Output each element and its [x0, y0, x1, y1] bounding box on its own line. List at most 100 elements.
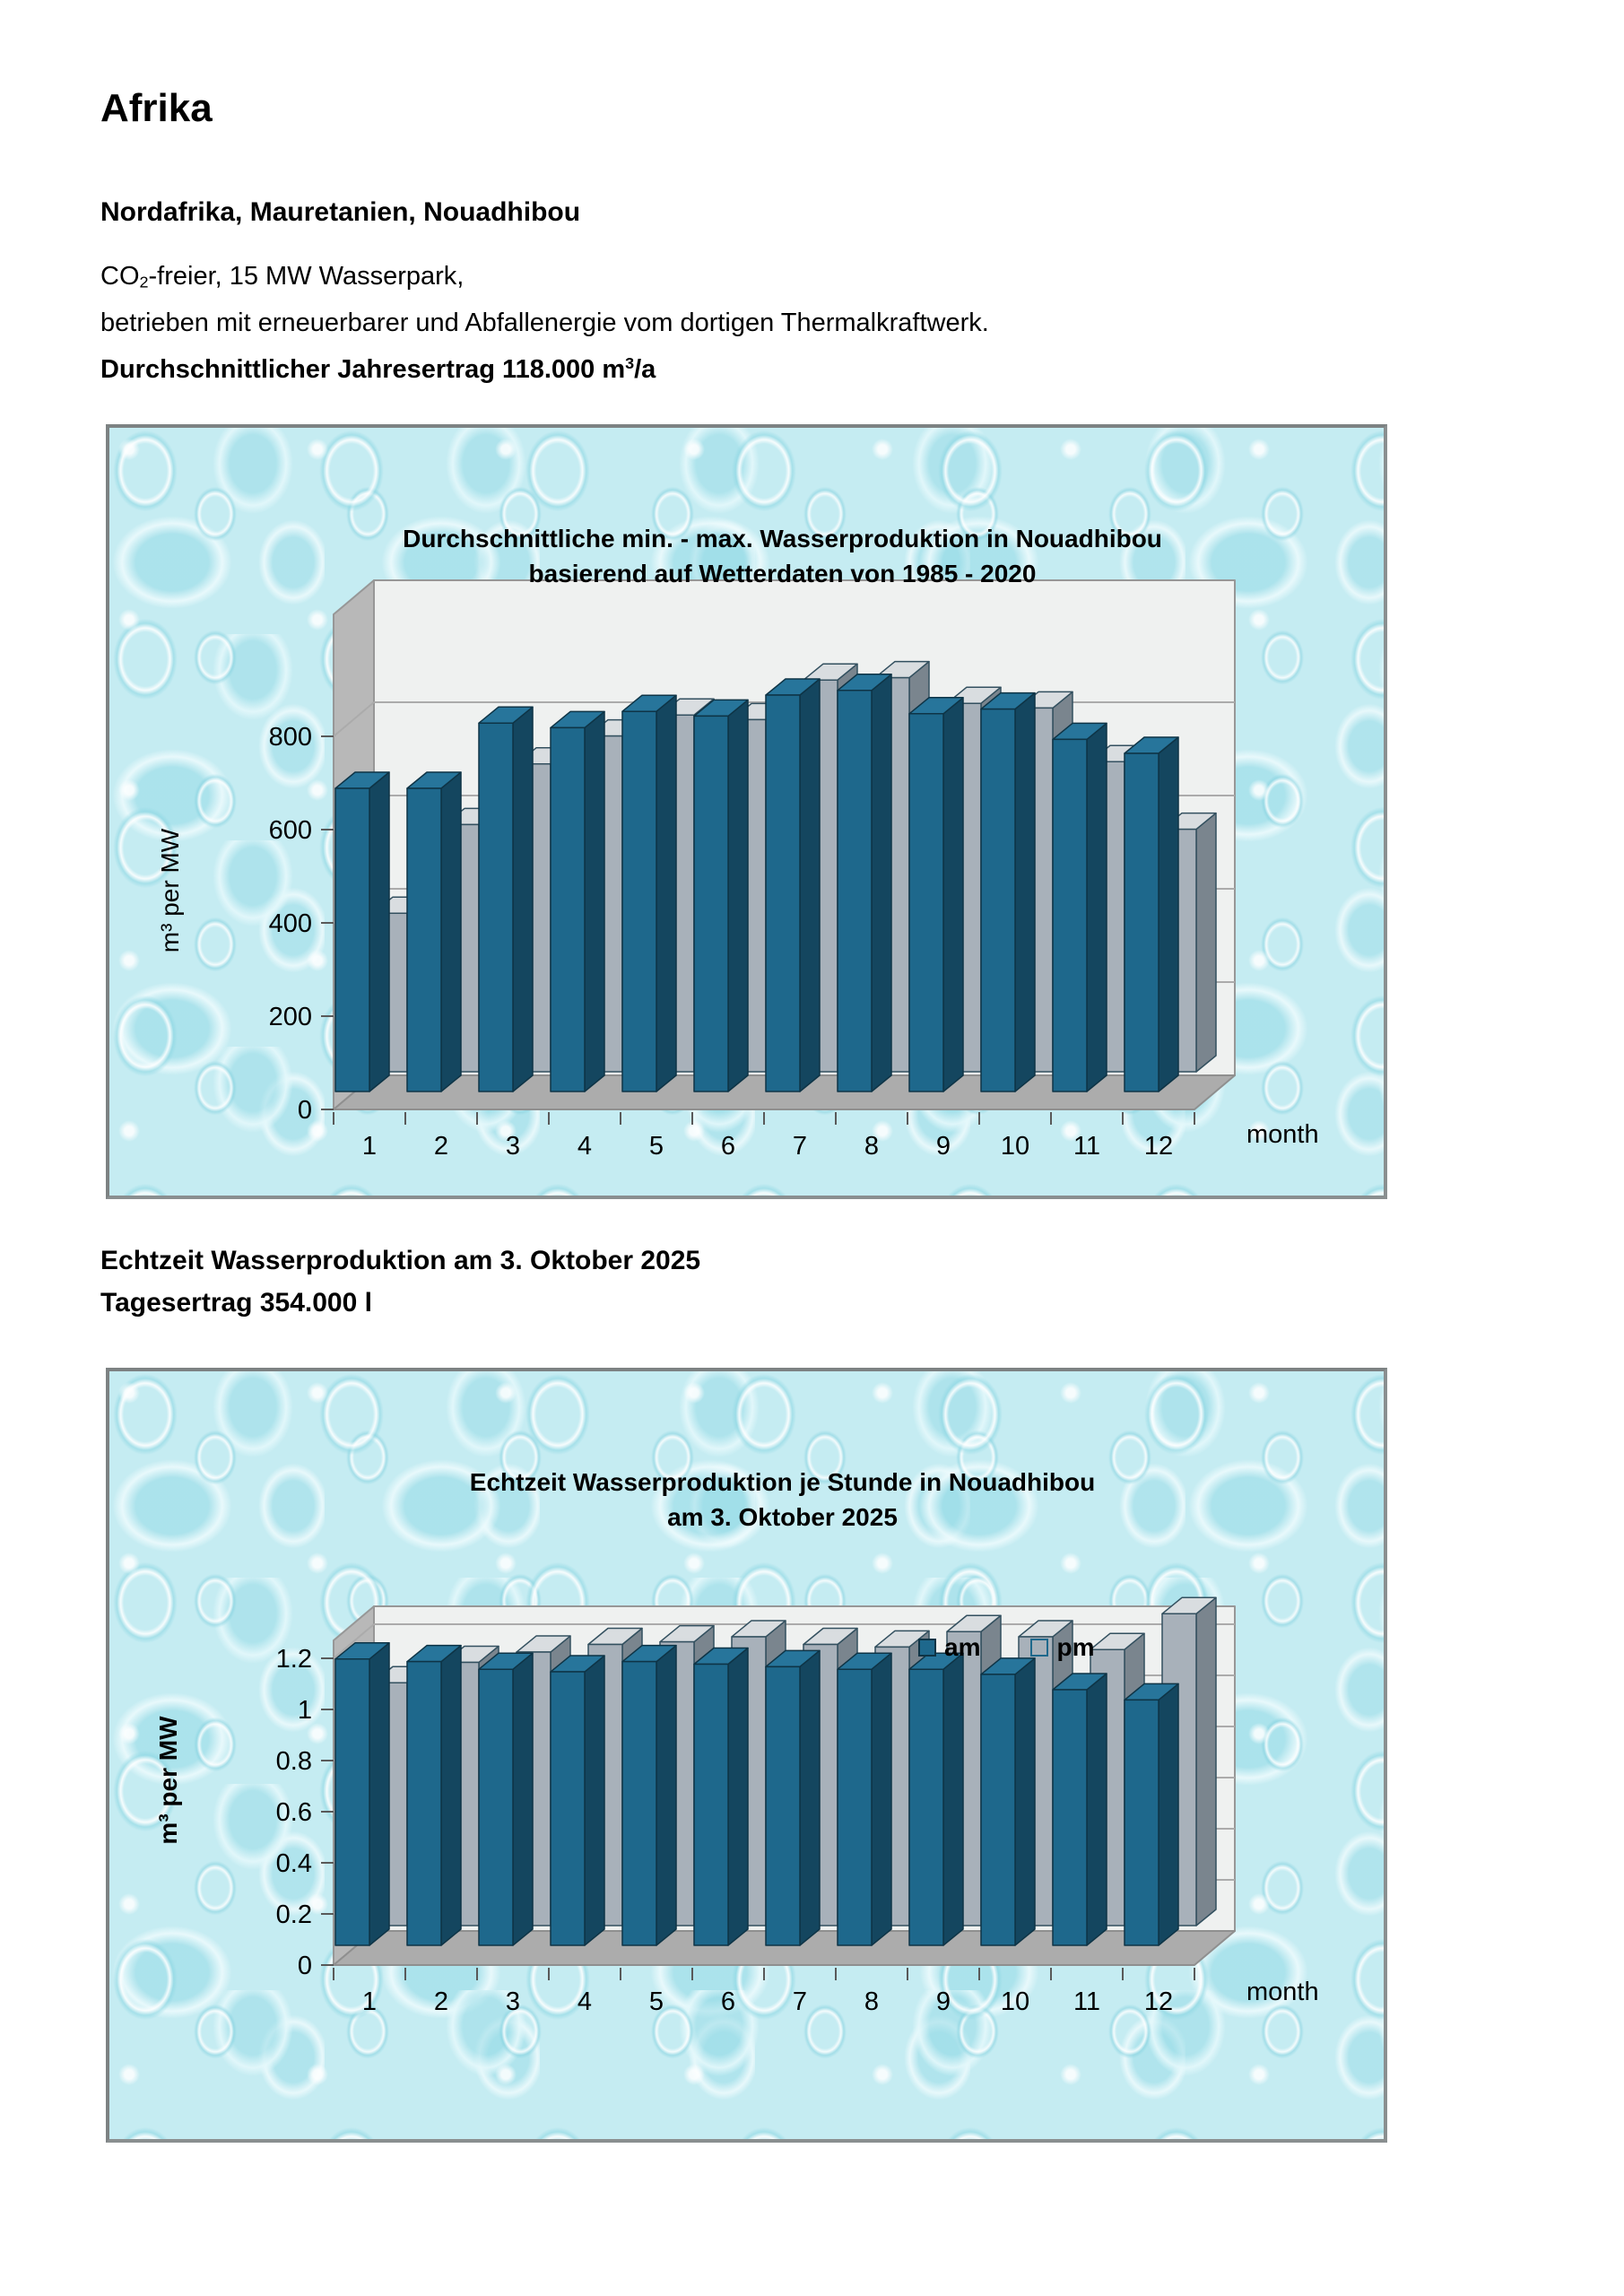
chart2-title-line2: am 3. Oktober 2025 — [667, 1503, 898, 1531]
bar-am-m6-front — [693, 1663, 729, 1946]
section2-heading: Echtzeit Wasserproduktion am 3. Oktober … — [100, 1239, 700, 1324]
bar-max-m7-side — [799, 678, 821, 1092]
x-category-label: 5 — [649, 1132, 664, 1161]
bar-max-m4-side — [584, 710, 605, 1092]
bar-am-m12-side — [1158, 1683, 1179, 1946]
bar-max-m10-front — [980, 708, 1016, 1092]
section2-heading-line2: Tagesertrag 354.000 l — [100, 1288, 372, 1318]
chart1-panel: 0 200 400 600 800 1 2 3 4 5 6 7 8 9 10 11 12 Durchschnit… — [106, 424, 1387, 1199]
chart1-title-line1: Durchschnittliche min. - max. Wasserprod… — [403, 525, 1162, 552]
bar-max-m3-side — [512, 706, 534, 1092]
x-category-label: 7 — [793, 1132, 807, 1161]
bar-max-m12-front — [1124, 752, 1159, 1092]
y-tick-label: 0 — [298, 1952, 312, 1980]
chart2-x-axis-label: month — [1246, 1978, 1319, 2006]
bar-am-m11-front — [1052, 1689, 1088, 1946]
bar-am-m11-side — [1086, 1673, 1107, 1946]
superscript-3: 3 — [625, 353, 635, 372]
bar-max-m7-front — [765, 694, 801, 1092]
x-category-label: 1 — [362, 1987, 377, 2016]
bar-am-m7-side — [799, 1649, 821, 1946]
gridline-leftwall — [333, 701, 375, 737]
legend-item-am: am — [918, 1633, 980, 1662]
bar-am-m9-front — [908, 1668, 944, 1946]
y-tick-label: 0.6 — [276, 1798, 312, 1827]
bar-max-m6-front — [693, 715, 729, 1092]
chart2-y-axis-label: m³ per MW — [154, 1716, 182, 1845]
y-tick-label: 0.8 — [276, 1747, 312, 1776]
subscript-2: 2 — [139, 273, 149, 291]
y-tick-label: 200 — [269, 1003, 312, 1031]
x-category-label: 2 — [434, 1987, 448, 2016]
bar-max-m10-side — [1014, 691, 1036, 1092]
x-category-label: 3 — [506, 1132, 520, 1161]
x-category-label: 8 — [864, 1132, 879, 1161]
bar-am-m6-side — [727, 1647, 749, 1946]
chart1-y-axis-label: m³ per MW — [156, 828, 184, 953]
bar-max-m8-front — [837, 690, 873, 1092]
bar-am-m3-side — [512, 1652, 534, 1946]
x-category-label: 10 — [1001, 1132, 1029, 1161]
bar-am-m8-front — [837, 1668, 873, 1946]
bar-am-m2-front — [406, 1660, 442, 1946]
x-category-label: 11 — [1073, 1987, 1100, 2016]
section1-heading: Nordafrika, Mauretanien, Nouadhibou — [100, 197, 581, 227]
x-category-label: 2 — [434, 1132, 448, 1161]
bar-max-m1-front — [334, 787, 370, 1092]
bar-am-m7-front — [765, 1665, 801, 1946]
bar-max-m1-side — [369, 771, 390, 1092]
x-category-label: 7 — [793, 1987, 807, 2016]
bar-max-m9-side — [942, 697, 964, 1092]
y-tick-label: 0.2 — [276, 1900, 312, 1929]
intro-paragraph: CO2-freier, 15 MW Wasserpark, betrieben … — [100, 257, 989, 389]
chart2-title: Echtzeit Wasserproduktion je Stunde in N… — [190, 1465, 1375, 1535]
y-tick-label: 0.4 — [276, 1849, 312, 1878]
bar-am-m1-side — [369, 1642, 390, 1946]
bar-max-m5-front — [621, 710, 657, 1092]
bar-am-m3-front — [478, 1668, 514, 1946]
bar-max-m9-front — [908, 713, 944, 1092]
chart2-panel: 0 0.2 0.4 0.6 0.8 1 1.2 1 2 3 4 5 6 7 8 9 10 11 12 Echtzei… — [106, 1368, 1387, 2143]
x-category-label: 12 — [1144, 1987, 1173, 2016]
chart1-title-line2: basierend auf Wetterdaten von 1985 - 202… — [528, 560, 1037, 587]
gridline-leftwall — [333, 1623, 375, 1659]
paragraph-line-2: betrieben mit erneuerbarer und Abfallene… — [100, 308, 989, 337]
paragraph-line-3: Durchschnittlicher Jahresertrag 118.000 … — [100, 353, 656, 384]
legend-item-pm: pm — [1030, 1633, 1094, 1662]
x-category-label: 11 — [1073, 1132, 1100, 1161]
x-category-label: 3 — [506, 1987, 520, 2016]
bar-max-m11-front — [1052, 738, 1088, 1092]
bar-min-m12-side — [1195, 812, 1217, 1073]
x-category-label: 6 — [721, 1987, 735, 2016]
bar-max-m4-front — [550, 726, 586, 1092]
pm-series-swatch-icon — [1030, 1639, 1049, 1657]
x-category-label: 5 — [649, 1987, 664, 2016]
y-tick-label: 800 — [269, 723, 312, 752]
bar-max-m3-front — [478, 722, 514, 1092]
bar-max-m6-side — [727, 699, 749, 1092]
page-title: Afrika — [100, 86, 213, 130]
y-tick-label: 600 — [269, 816, 312, 845]
bar-am-m8-side — [871, 1652, 892, 1946]
bar-max-m2-front — [406, 787, 442, 1092]
bar-pm-m12-side — [1195, 1596, 1217, 1926]
bar-max-m8-side — [871, 674, 892, 1092]
y-tick-label: 400 — [269, 909, 312, 938]
bar-am-m1-front — [334, 1658, 370, 1946]
x-category-label: 9 — [936, 1987, 951, 2016]
x-category-label: 9 — [936, 1132, 951, 1161]
y-tick-label: 1 — [298, 1696, 312, 1725]
chart2-canvas: 00.20.40.60.811.21 2 3 4 5 6 7 8 9 10 11 12 — [276, 1596, 1236, 2016]
bar-am-m2-side — [440, 1644, 462, 1946]
x-category-label: 4 — [578, 1132, 592, 1161]
x-category-label: 1 — [362, 1132, 377, 1161]
chart2-title-line1: Echtzeit Wasserproduktion je Stunde in N… — [469, 1468, 1096, 1496]
x-category-label: 6 — [721, 1132, 735, 1161]
bar-am-m4-side — [584, 1655, 605, 1946]
chart1-x-axis-label: month — [1246, 1120, 1319, 1149]
bar-am-m10-side — [1014, 1657, 1036, 1946]
bar-max-m5-side — [656, 694, 677, 1092]
y-tick-label: 0 — [298, 1096, 312, 1125]
paragraph-line-1: CO2-freier, 15 MW Wasserpark, — [100, 262, 465, 291]
bar-am-m12-front — [1124, 1699, 1159, 1946]
